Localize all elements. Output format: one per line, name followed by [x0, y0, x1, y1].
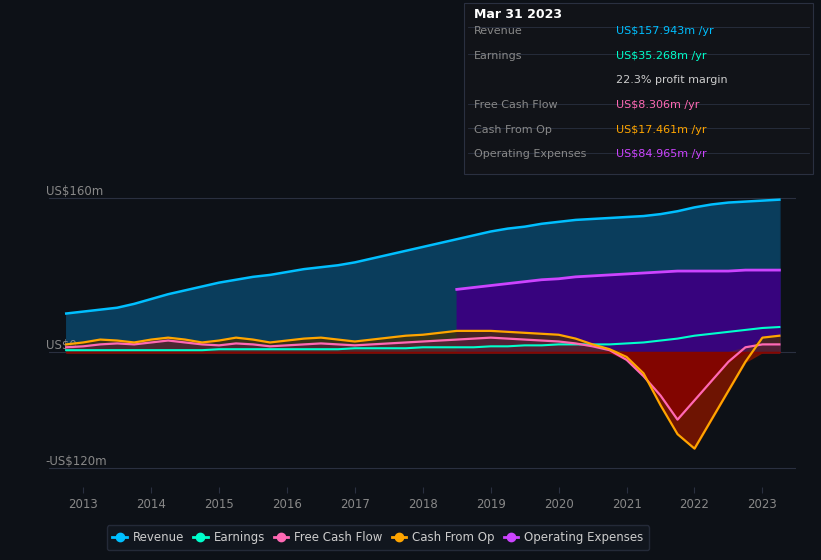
Text: US$160m: US$160m	[45, 185, 103, 198]
Text: Revenue: Revenue	[474, 26, 522, 36]
Text: US$35.268m /yr: US$35.268m /yr	[616, 51, 706, 61]
Text: US$157.943m /yr: US$157.943m /yr	[616, 26, 713, 36]
Text: Cash From Op: Cash From Op	[474, 125, 552, 135]
Text: 22.3% profit margin: 22.3% profit margin	[616, 76, 727, 86]
Text: Operating Expenses: Operating Expenses	[474, 150, 586, 160]
Legend: Revenue, Earnings, Free Cash Flow, Cash From Op, Operating Expenses: Revenue, Earnings, Free Cash Flow, Cash …	[107, 525, 649, 550]
Text: US$84.965m /yr: US$84.965m /yr	[616, 150, 706, 160]
Text: Earnings: Earnings	[474, 51, 522, 61]
Text: US$17.461m /yr: US$17.461m /yr	[616, 125, 706, 135]
Text: Mar 31 2023: Mar 31 2023	[474, 8, 562, 21]
Text: US$8.306m /yr: US$8.306m /yr	[616, 100, 699, 110]
Text: -US$120m: -US$120m	[45, 455, 108, 468]
Text: Free Cash Flow: Free Cash Flow	[474, 100, 557, 110]
Text: US$0: US$0	[45, 339, 76, 352]
